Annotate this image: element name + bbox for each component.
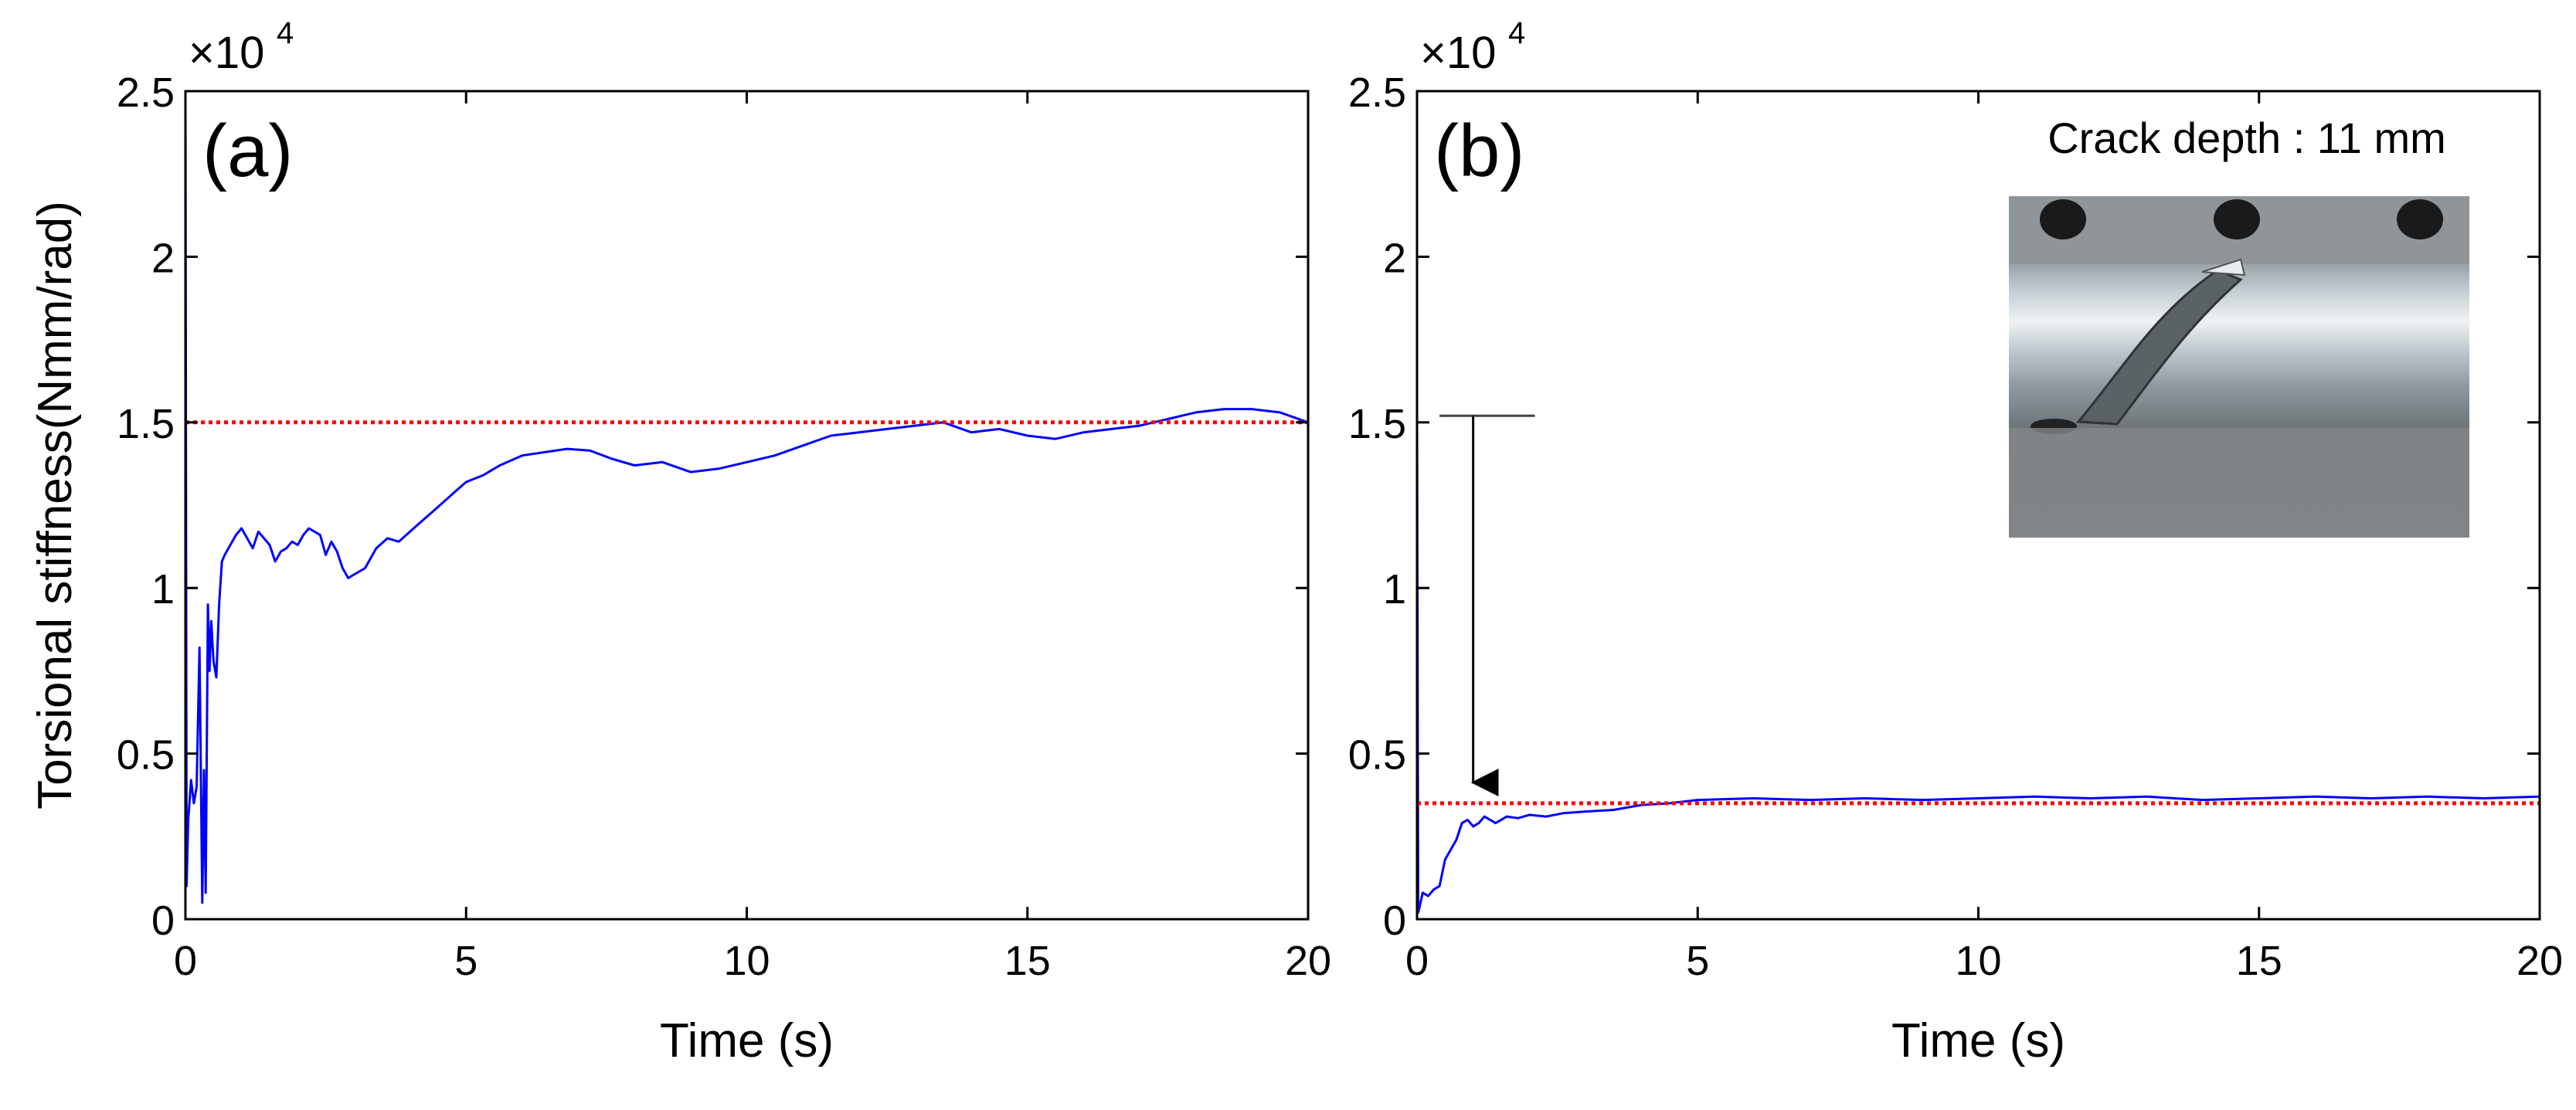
x-tick-label-a: 10 [723,938,770,984]
photo-bolt-hole [2397,199,2443,239]
chart-b-data-layer [1415,414,2540,914]
series-line-b [1415,422,2540,914]
y-tick-label-b: 2 [1383,235,1406,281]
photo-crack-lip [2201,258,2246,277]
y-tick-label-b: 1.5 [1348,401,1406,447]
y-tick-label-a: 0 [151,898,175,944]
chart-panel-b: 0 5 10 15 20 0 0.5 1 1.5 2 2.5 (b) Time (s) Crack … [1348,16,2563,1068]
photo-bolt-hole [2214,199,2260,239]
cracked-shaft-photo [2009,196,2469,538]
x-tick-label-a: 5 [454,938,477,984]
y-tick-label-b: 0 [1383,898,1406,944]
photo-bottom-plate [2009,428,2469,538]
chart-b-ticks: 0 5 10 15 20 0 0.5 1 1.5 2 2.5 [1348,70,2563,984]
y-multiplier-a: ×10 4 [189,16,294,78]
chart-a-data-layer [184,90,1309,905]
y-tick-label-b: 0.5 [1348,732,1406,779]
panel-label-a: (a) [202,110,293,192]
y-tick-label-b: 2.5 [1348,70,1406,116]
x-tick-label-b: 5 [1686,938,1709,984]
crack-depth-annotation: Crack depth : 11 mm [2048,114,2446,162]
x-tick-label-a: 0 [174,938,197,984]
x-tick-label-b: 0 [1405,938,1429,984]
y-tick-label-a: 2 [151,235,175,281]
x-axis-label-b: Time (s) [1891,1014,2065,1068]
y-multiplier-a-base: ×10 [189,28,264,78]
x-axis-label-a: Time (s) [660,1014,834,1068]
y-tick-label-a: 1 [151,566,175,613]
y-tick-label-a: 2.5 [117,70,175,116]
chart-a-ticks: 0 5 10 15 20 0 0.5 1 1.5 2 2.5 [117,70,1331,984]
photo-shaft [2009,264,2469,428]
y-tick-label-a: 1.5 [117,401,175,447]
chart-panel-a: 0 5 10 15 20 0 0.5 1 1.5 2 2.5 (a) Time (s) Torsio… [29,16,1331,1068]
y-tick-label-b: 1 [1383,566,1406,613]
x-tick-label-a: 20 [1285,938,1331,984]
chart-a-frame [184,90,1310,921]
chart-b-frame [1415,90,2541,921]
y-multiplier-b-exp: 4 [1508,16,1525,50]
y-multiplier-b-base: ×10 [1420,28,1496,78]
x-tick-label-a: 15 [1004,938,1051,984]
panel-label-b: (b) [1434,110,1524,192]
x-tick-label-b: 20 [2517,938,2563,984]
y-multiplier-b: ×10 4 [1420,16,1525,78]
series-line-a [184,90,1309,905]
y-multiplier-a-exp: 4 [277,16,294,50]
y-axis-label: Torsional stiffness(Nmm/rad) [29,201,82,810]
y-tick-label-a: 0.5 [117,732,175,779]
photo-bolt-hole [2040,199,2086,239]
x-tick-label-b: 15 [2236,938,2282,984]
x-tick-label-b: 10 [1955,938,2001,984]
photo-crack [2075,269,2243,426]
